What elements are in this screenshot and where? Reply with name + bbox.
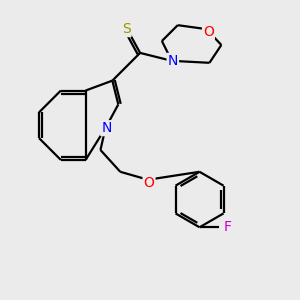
Text: F: F: [223, 220, 231, 234]
Text: N: N: [101, 121, 112, 135]
Text: O: O: [144, 176, 154, 190]
Text: N: N: [168, 54, 178, 68]
Text: O: O: [203, 25, 214, 39]
Text: S: S: [122, 22, 130, 36]
